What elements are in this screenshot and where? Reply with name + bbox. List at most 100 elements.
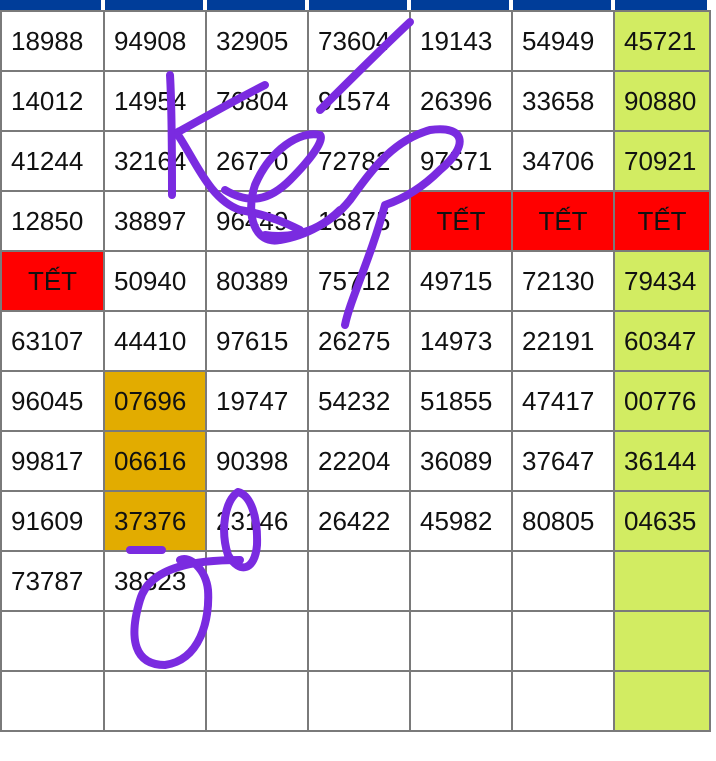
result-cell: 37376: [103, 490, 207, 552]
result-cell: 14012: [0, 70, 105, 132]
result-cell: 19143: [409, 10, 513, 72]
result-cell: 45721: [613, 10, 711, 72]
table-row: [0, 610, 711, 672]
header-cell: [207, 0, 305, 10]
result-cell: 38897: [103, 190, 207, 252]
result-cell: 80389: [205, 250, 309, 312]
header-bar: [0, 0, 716, 10]
result-cell: 26396: [409, 70, 513, 132]
result-cell: [205, 670, 309, 732]
result-cell: [0, 670, 105, 732]
result-cell: [511, 670, 615, 732]
holiday-cell: TẾT: [0, 250, 105, 312]
header-cell: [411, 0, 509, 10]
result-cell: 70921: [613, 130, 711, 192]
result-cell: 45982: [409, 490, 513, 552]
result-cell: 22204: [307, 430, 411, 492]
result-cell: 07696: [103, 370, 207, 432]
result-cell: 73787: [0, 550, 105, 612]
result-cell: 04635: [613, 490, 711, 552]
table-row: 18988 94908 32905 73604 19143 54949 45721: [0, 10, 711, 72]
result-cell: 38823: [103, 550, 207, 612]
header-cell: [105, 0, 203, 10]
holiday-cell: TẾT: [613, 190, 711, 252]
result-cell: [0, 610, 105, 672]
result-cell: 54232: [307, 370, 411, 432]
result-cell: [307, 670, 411, 732]
result-cell: 63107: [0, 310, 105, 372]
result-cell: 26422: [307, 490, 411, 552]
result-cell: 22191: [511, 310, 615, 372]
result-cell: [409, 670, 513, 732]
result-cell: 75712: [307, 250, 411, 312]
result-cell: 26770: [205, 130, 309, 192]
result-cell: 16875: [307, 190, 411, 252]
header-cell: [513, 0, 611, 10]
result-cell: 32905: [205, 10, 309, 72]
result-cell: [511, 610, 615, 672]
table-row: 14012 14954 76804 91574 26396 33658 90880: [0, 70, 711, 132]
result-cell: 47417: [511, 370, 615, 432]
result-cell: [511, 550, 615, 612]
result-cell: [409, 610, 513, 672]
header-cell: [615, 0, 707, 10]
result-cell: 14973: [409, 310, 513, 372]
result-cell: 97615: [205, 310, 309, 372]
result-cell: 54949: [511, 10, 615, 72]
header-cell: [309, 0, 407, 10]
holiday-cell: TẾT: [409, 190, 513, 252]
result-cell: [613, 670, 711, 732]
result-cell: 23146: [205, 490, 309, 552]
result-cell: 90880: [613, 70, 711, 132]
result-cell: 72782: [307, 130, 411, 192]
result-cell: 19747: [205, 370, 309, 432]
table-row: 63107 44410 97615 26275 14973 22191 60347: [0, 310, 711, 372]
result-cell: [205, 550, 309, 612]
result-cell: 51855: [409, 370, 513, 432]
result-cell: 49715: [409, 250, 513, 312]
result-cell: 26275: [307, 310, 411, 372]
result-cell: 72130: [511, 250, 615, 312]
result-cell: 94908: [103, 10, 207, 72]
result-cell: 50940: [103, 250, 207, 312]
table-row: 91609 37376 23146 26422 45982 80805 04635: [0, 490, 711, 552]
table-row: 99817 06616 90398 22204 36089 37647 36144: [0, 430, 711, 492]
result-cell: 36144: [613, 430, 711, 492]
result-cell: 37647: [511, 430, 615, 492]
result-cell: 12850: [0, 190, 105, 252]
result-cell: [307, 610, 411, 672]
holiday-cell: TẾT: [511, 190, 615, 252]
result-cell: 36089: [409, 430, 513, 492]
result-cell: [103, 610, 207, 672]
result-cell: 76804: [205, 70, 309, 132]
result-cell: 80805: [511, 490, 615, 552]
result-cell: 60347: [613, 310, 711, 372]
result-cell: 79434: [613, 250, 711, 312]
result-cell: [613, 610, 711, 672]
result-cell: 97571: [409, 130, 513, 192]
result-cell: 90398: [205, 430, 309, 492]
result-cell: 32164: [103, 130, 207, 192]
result-cell: 44410: [103, 310, 207, 372]
table-row: 41244 32164 26770 72782 97571 34706 70921: [0, 130, 711, 192]
result-cell: [613, 550, 711, 612]
result-cell: 91574: [307, 70, 411, 132]
result-cell: 06616: [103, 430, 207, 492]
result-cell: 33658: [511, 70, 615, 132]
table-row: TẾT 50940 80389 75712 49715 72130 79434: [0, 250, 711, 312]
result-cell: [103, 670, 207, 732]
result-cell: 99817: [0, 430, 105, 492]
table-row: 96045 07696 19747 54232 51855 47417 00776: [0, 370, 711, 432]
result-cell: 91609: [0, 490, 105, 552]
result-cell: 18988: [0, 10, 105, 72]
table-row: 73787 38823: [0, 550, 711, 612]
result-cell: [205, 610, 309, 672]
header-cell: [0, 0, 101, 10]
result-cell: 41244: [0, 130, 105, 192]
result-cell: 96045: [0, 370, 105, 432]
table-row: 12850 38897 96449 16875 TẾT TẾT TẾT: [0, 190, 711, 252]
result-cell: [409, 550, 513, 612]
result-cell: 96449: [205, 190, 309, 252]
result-cell: 73604: [307, 10, 411, 72]
result-cell: [307, 550, 411, 612]
